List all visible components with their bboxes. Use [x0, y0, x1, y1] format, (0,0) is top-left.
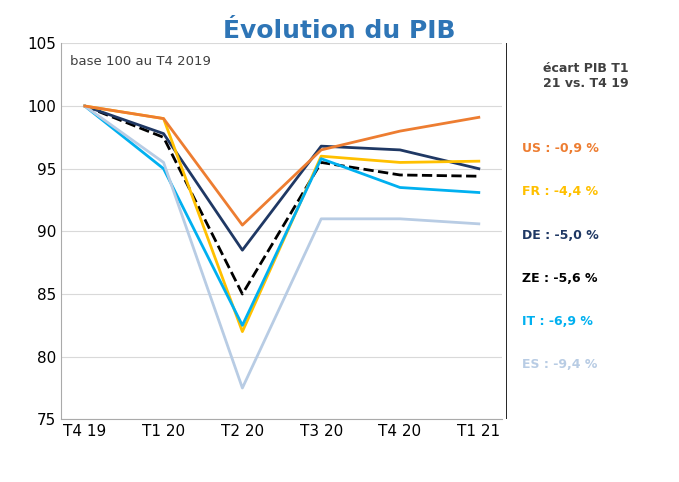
Text: FR : -4,4 %: FR : -4,4 %	[522, 186, 598, 199]
Legend: Zone euro, Allemagne, France, Italie, Espagne, États-Unis: Zone euro, Allemagne, France, Italie, Es…	[69, 480, 451, 482]
Text: Évolution du PIB: Évolution du PIB	[223, 19, 456, 43]
Text: ES : -9,4 %: ES : -9,4 %	[522, 358, 598, 371]
Text: base 100 au T4 2019: base 100 au T4 2019	[70, 54, 210, 67]
Text: DE : -5,0 %: DE : -5,0 %	[522, 228, 599, 241]
Text: ZE : -5,6 %: ZE : -5,6 %	[522, 272, 598, 285]
Text: écart PIB T1
21 vs. T4 19: écart PIB T1 21 vs. T4 19	[543, 62, 629, 90]
Text: US : -0,9 %: US : -0,9 %	[522, 142, 599, 155]
Text: IT : -6,9 %: IT : -6,9 %	[522, 315, 593, 328]
